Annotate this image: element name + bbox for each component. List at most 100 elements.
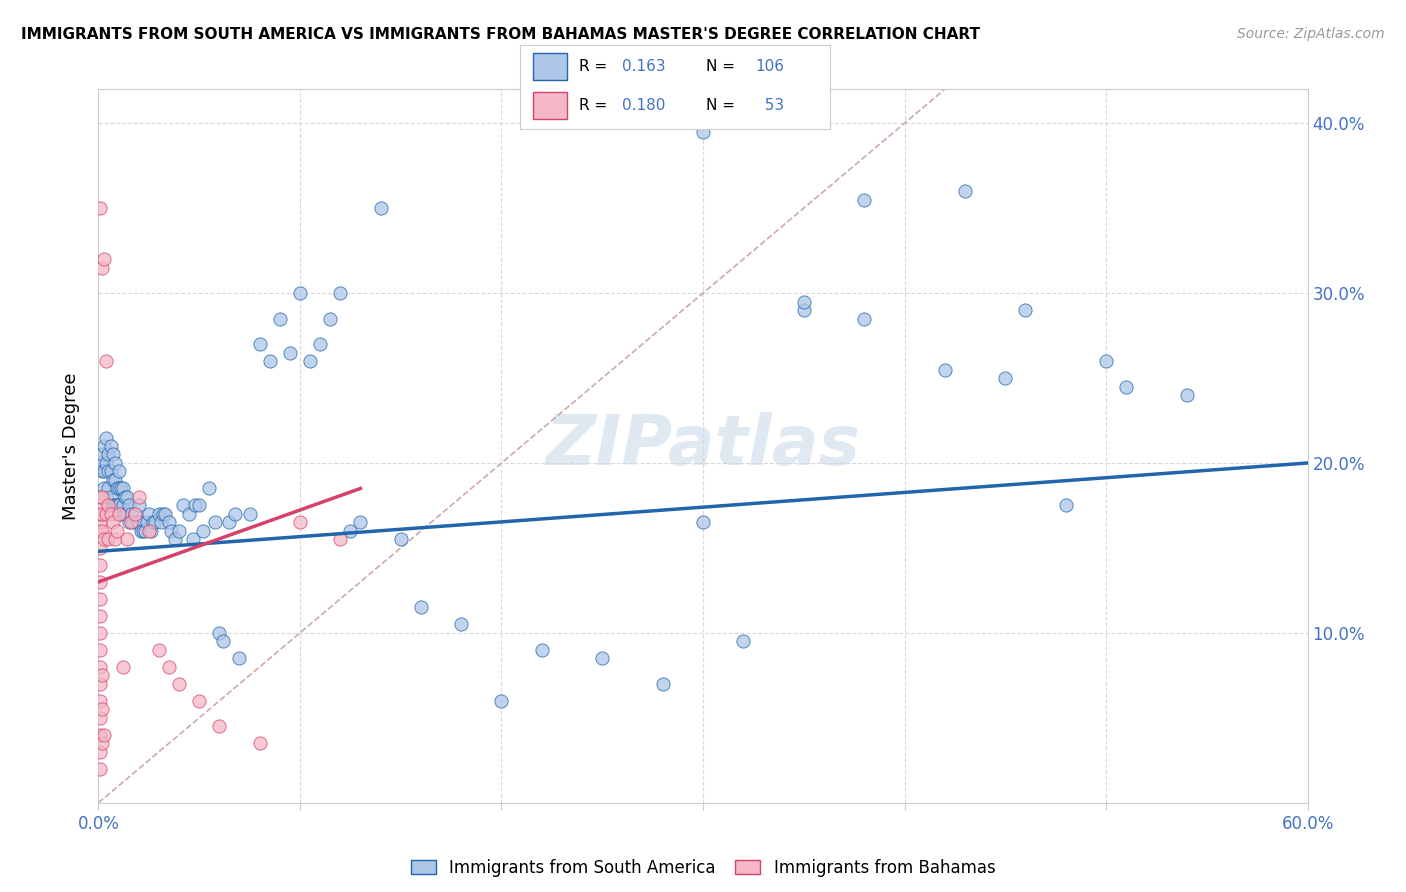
Point (128, 490, 150, 504)
Point (97, 482, 120, 496)
Point (329, 286, 352, 301)
Point (278, 345, 301, 359)
Point (309, 337, 332, 351)
Point (118, 516, 141, 530)
Point (135, 516, 157, 530)
Point (409, 600, 432, 615)
Point (120, 516, 142, 530)
Point (153, 507, 176, 521)
Point (139, 524, 162, 538)
Point (953, 184, 976, 198)
Point (389, 533, 412, 547)
Point (125, 516, 148, 530)
Point (97, 533, 120, 547)
Point (97, 448, 120, 462)
Point (288, 516, 311, 530)
Point (107, 507, 129, 521)
Text: 0.163: 0.163 (623, 59, 666, 74)
Point (120, 507, 142, 521)
Point (89, 677, 111, 691)
Point (149, 516, 172, 530)
Point (167, 677, 190, 691)
Point (198, 482, 221, 496)
Text: ZIPatlas: ZIPatlas (546, 412, 860, 480)
Point (193, 524, 215, 538)
Point (224, 507, 246, 521)
Point (1115, 379, 1137, 393)
Point (204, 516, 226, 530)
Point (188, 694, 211, 708)
Point (110, 507, 132, 521)
Point (118, 499, 141, 513)
Point (249, 337, 271, 351)
Point (733, 634, 755, 648)
Point (105, 499, 128, 513)
FancyBboxPatch shape (533, 92, 567, 120)
Point (89, 456, 111, 470)
Point (97, 499, 120, 513)
Text: 53: 53 (755, 98, 785, 113)
Point (89, 694, 111, 708)
Point (89, 499, 111, 513)
Text: N =: N = (706, 59, 740, 74)
Point (339, 524, 361, 538)
Point (89, 762, 111, 776)
Point (138, 524, 160, 538)
Point (259, 354, 281, 368)
Point (91, 260, 114, 275)
Point (100, 465, 122, 479)
Point (91, 702, 114, 716)
Point (93, 533, 115, 547)
Point (853, 311, 876, 326)
Point (132, 524, 155, 538)
Point (101, 516, 124, 530)
Point (103, 473, 125, 487)
Point (172, 499, 194, 513)
Point (93, 465, 115, 479)
Point (101, 499, 124, 513)
Point (143, 516, 166, 530)
Point (114, 490, 136, 504)
Text: Source: ZipAtlas.com: Source: ZipAtlas.com (1237, 27, 1385, 41)
Point (1095, 354, 1118, 368)
Point (188, 499, 211, 513)
Point (89, 745, 111, 759)
Point (128, 499, 150, 513)
Point (89, 728, 111, 742)
Point (96, 430, 118, 444)
Point (91, 465, 114, 479)
Point (134, 524, 156, 538)
Point (91, 524, 114, 538)
Point (370, 201, 392, 215)
Y-axis label: Master's Degree: Master's Degree (62, 372, 80, 520)
Point (179, 507, 201, 521)
Point (100, 439, 122, 453)
Point (184, 499, 207, 513)
Point (329, 533, 352, 547)
Point (89, 591, 111, 606)
FancyBboxPatch shape (533, 54, 567, 80)
Point (228, 651, 250, 665)
Point (91, 507, 114, 521)
Point (115, 533, 138, 547)
Text: R =: R = (579, 59, 612, 74)
Point (121, 516, 143, 530)
Point (218, 516, 240, 530)
Point (692, 516, 714, 530)
Point (157, 660, 180, 674)
Point (103, 533, 125, 547)
Point (101, 473, 124, 487)
Point (111, 482, 134, 496)
Point (107, 465, 129, 479)
Point (89, 201, 111, 215)
Point (491, 694, 513, 708)
Point (249, 736, 271, 750)
Point (1014, 303, 1036, 318)
Point (93, 482, 115, 496)
Point (97, 465, 120, 479)
Point (124, 507, 146, 521)
Point (651, 677, 673, 691)
Point (152, 507, 174, 521)
Point (530, 643, 553, 657)
Text: 0.180: 0.180 (623, 98, 665, 113)
